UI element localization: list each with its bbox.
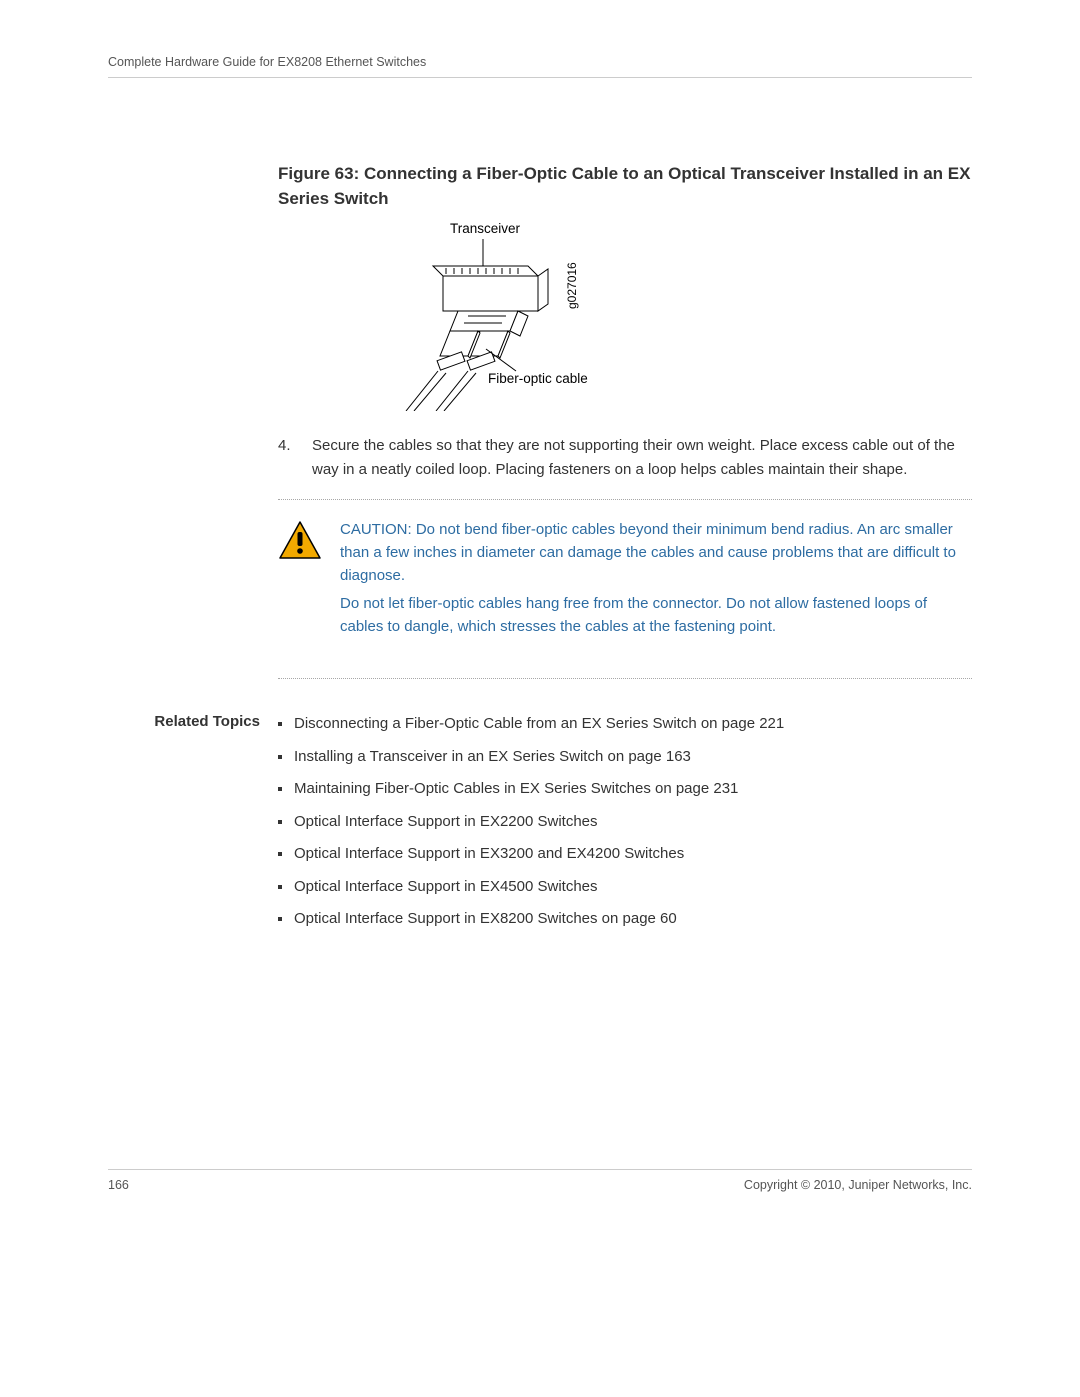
related-topics: Related Topics Disconnecting a Fiber-Opt… bbox=[108, 713, 972, 941]
caution-block: CAUTION: Do not bend fiber-optic cables … bbox=[278, 518, 972, 638]
related-item: Optical Interface Support in EX4500 Swit… bbox=[278, 876, 972, 899]
page: Complete Hardware Guide for EX8208 Ether… bbox=[0, 0, 1080, 1397]
related-item: Optical Interface Support in EX3200 and … bbox=[278, 843, 972, 866]
figure-63: Transceiver bbox=[278, 221, 972, 416]
caution-text: CAUTION: Do not bend fiber-optic cables … bbox=[340, 518, 972, 638]
related-item: Installing a Transceiver in an EX Series… bbox=[278, 746, 972, 769]
figure-caption: Figure 63: Connecting a Fiber-Optic Cabl… bbox=[278, 162, 972, 211]
related-item: Optical Interface Support in EX2200 Swit… bbox=[278, 811, 972, 834]
related-item: Optical Interface Support in EX8200 Swit… bbox=[278, 908, 972, 931]
diagram-id: g027016 bbox=[565, 262, 579, 309]
divider-top bbox=[278, 499, 972, 500]
related-topics-label: Related Topics bbox=[108, 713, 278, 941]
caution-label: CAUTION: bbox=[340, 521, 412, 538]
diagram-label-transceiver: Transceiver bbox=[450, 221, 521, 236]
step-4: 4. Secure the cables so that they are no… bbox=[278, 434, 972, 481]
copyright: Copyright © 2010, Juniper Networks, Inc. bbox=[744, 1178, 972, 1192]
caution-para2: Do not let fiber-optic cables hang free … bbox=[340, 592, 972, 639]
main-content: Figure 63: Connecting a Fiber-Optic Cabl… bbox=[108, 162, 972, 679]
page-number: 166 bbox=[108, 1178, 129, 1192]
related-item: Maintaining Fiber-Optic Cables in EX Ser… bbox=[278, 778, 972, 801]
header-title: Complete Hardware Guide for EX8208 Ether… bbox=[108, 55, 426, 69]
related-item: Disconnecting a Fiber-Optic Cable from a… bbox=[278, 713, 972, 736]
divider-bottom bbox=[278, 678, 972, 679]
running-header: Complete Hardware Guide for EX8208 Ether… bbox=[108, 55, 972, 78]
related-topics-list: Disconnecting a Fiber-Optic Cable from a… bbox=[278, 713, 972, 941]
caution-body1: Do not bend fiber-optic cables beyond th… bbox=[340, 521, 956, 585]
diagram-label-cable: Fiber-optic cable bbox=[488, 371, 588, 386]
caution-icon bbox=[278, 520, 322, 560]
step-text: Secure the cables so that they are not s… bbox=[312, 434, 972, 481]
transceiver-diagram-icon: Transceiver bbox=[388, 221, 688, 411]
step-number: 4. bbox=[278, 434, 296, 481]
caution-para1: CAUTION: Do not bend fiber-optic cables … bbox=[340, 518, 972, 588]
caution-icon-cell bbox=[278, 518, 322, 638]
page-footer: 166 Copyright © 2010, Juniper Networks, … bbox=[108, 1169, 972, 1192]
